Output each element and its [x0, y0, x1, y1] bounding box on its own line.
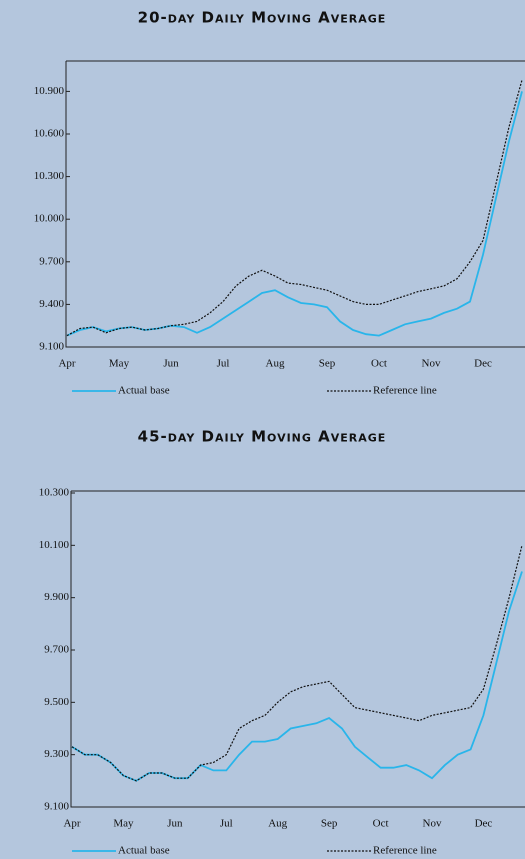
x-tick-label: Jul [217, 358, 230, 370]
y-tick-label: 10.900 [34, 85, 65, 97]
y-tick-label: 10.300 [39, 487, 70, 499]
axis-frame [70, 490, 525, 808]
x-tick-label: Oct [373, 818, 389, 830]
legend-label: Actual base [118, 385, 170, 397]
x-tick-label: May [113, 818, 134, 830]
y-tick-label: 10.100 [39, 539, 70, 551]
x-tick-label: Aug [266, 358, 285, 370]
chart-title: 20-day Daily Moving Average [138, 9, 387, 27]
x-tick-label: Aug [268, 818, 287, 830]
x-tick-label: Dec [474, 358, 492, 370]
x-tick-label: Nov [423, 818, 442, 830]
y-tick-label: 9.100 [39, 341, 64, 353]
x-tick-label: Apr [63, 818, 80, 830]
y-tick-label: 9.300 [44, 748, 69, 760]
series-line [66, 79, 523, 337]
x-tick-label: Jun [167, 818, 183, 830]
series-line [71, 571, 523, 782]
chart-title: 45-day Daily Moving Average [138, 428, 387, 446]
y-tick-label: 10.000 [34, 213, 65, 225]
series-line [66, 91, 523, 337]
y-tick-label: 9.700 [39, 255, 64, 267]
x-tick-label: Jul [220, 818, 233, 830]
axis-frame [65, 60, 525, 348]
x-tick-label: Jun [163, 358, 179, 370]
x-tick-label: Sep [319, 358, 336, 370]
y-tick-label: 9.700 [44, 644, 69, 656]
x-tick-label: Nov [422, 358, 441, 370]
legend-label: Actual base [118, 845, 170, 857]
x-tick-label: Sep [321, 818, 338, 830]
y-tick-label: 10.600 [34, 128, 65, 140]
x-tick-label: Apr [58, 358, 75, 370]
legend-label: Reference line [373, 385, 437, 397]
x-tick-label: May [109, 358, 130, 370]
y-tick-label: 9.500 [44, 696, 69, 708]
y-tick-label: 9.400 [39, 298, 64, 310]
series-line [71, 545, 523, 782]
y-tick-label: 9.100 [44, 801, 69, 813]
x-tick-label: Oct [371, 358, 387, 370]
y-tick-label: 10.300 [34, 170, 65, 182]
legend-label: Reference line [373, 845, 437, 857]
x-tick-label: Dec [475, 818, 493, 830]
y-tick-label: 9.900 [44, 591, 69, 603]
